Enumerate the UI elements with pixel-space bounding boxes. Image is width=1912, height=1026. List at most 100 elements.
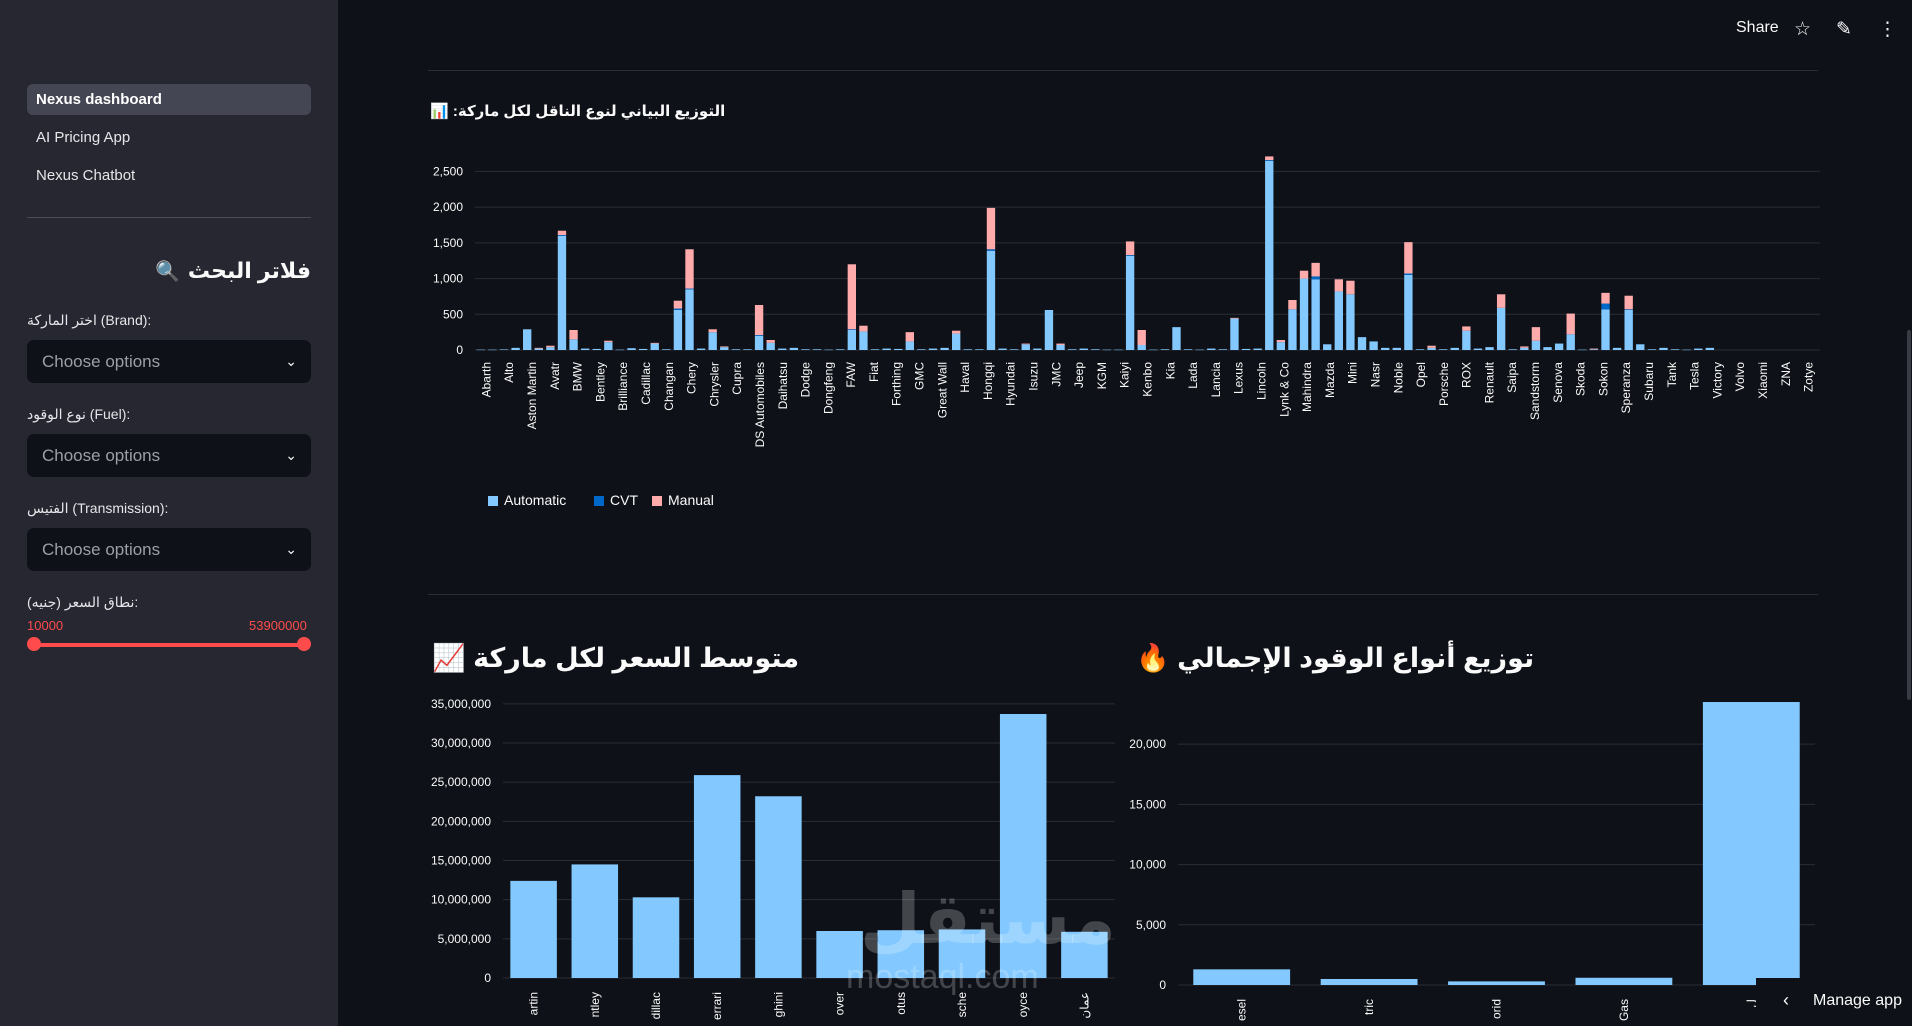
chevron-down-icon[interactable]: ⌄ <box>285 541 297 557</box>
main-scrollbar[interactable] <box>1907 330 1911 700</box>
bar-segment-manual <box>1137 330 1146 345</box>
bar-segment-automatic <box>1288 309 1297 350</box>
x-tick-label: over <box>833 992 847 1015</box>
bar-segment-automatic <box>1172 327 1181 350</box>
legend-label: Automatic <box>504 492 566 508</box>
bar-segment-automatic <box>1589 349 1599 350</box>
x-tick-label: DS Automobiles <box>753 362 767 447</box>
x-tick-label: Kia <box>1163 362 1177 380</box>
x-tick-label: Lancia <box>1209 362 1223 398</box>
bar-segment-automatic <box>1149 349 1158 351</box>
x-tick-label: sche <box>955 992 969 1018</box>
x-tick-label: Kaiyi <box>1118 362 1132 388</box>
y-tick-label: 10,000 <box>1129 858 1166 872</box>
bar <box>632 897 680 978</box>
x-tick-label: JMC <box>1049 362 1063 387</box>
bar-segment-automatic <box>1531 340 1541 350</box>
nav-item-ai-pricing-app[interactable]: AI Pricing App <box>36 129 131 146</box>
avg-price-bar-chart: 0 5,000,000 10,000,000 15,000,000 20,000,000… <box>431 697 1115 1020</box>
brand-multiselect[interactable]: Choose options ⌄ <box>27 340 311 383</box>
bar-segment-automatic <box>1659 347 1668 350</box>
x-tick-label: Gas <box>1617 999 1631 1021</box>
x-tick-label: KGM <box>1095 362 1109 389</box>
legend-label: CVT <box>610 492 638 508</box>
manage-app-bar[interactable] <box>1756 978 1912 1026</box>
bar-segment-automatic <box>1033 348 1042 350</box>
x-tick-label: Dongfeng <box>821 362 835 414</box>
filters-title-text: فلاتر البحث <box>187 258 311 283</box>
transmission-multiselect[interactable]: Choose options ⌄ <box>27 528 311 571</box>
nav-item-nexus-dashboard[interactable]: Nexus dashboard <box>27 84 311 115</box>
y-tick-label: 15,000,000 <box>431 854 491 868</box>
bar-segment-automatic <box>847 330 857 350</box>
nav-item-nexus-chatbot[interactable]: Nexus Chatbot <box>36 167 136 184</box>
more-menu-icon[interactable]: ⋮ <box>1878 19 1897 40</box>
transmission-placeholder: Choose options <box>42 540 161 559</box>
bar-segment-automatic <box>731 349 741 350</box>
edit-pencil-icon[interactable]: ✎ <box>1836 19 1852 40</box>
watermark-logo: مستقل <box>860 880 1117 958</box>
price-slider-track[interactable] <box>33 643 305 647</box>
bar-segment-automatic <box>1218 349 1228 350</box>
y-tick-label: 0 <box>456 343 463 357</box>
fuel-multiselect[interactable]: Choose options ⌄ <box>27 434 311 477</box>
x-tick-label: Dodge <box>799 362 813 398</box>
x-tick-label: Hongqi <box>981 362 995 400</box>
y-tick-label: 25,000,000 <box>431 775 491 789</box>
bar-segment-automatic <box>1636 344 1645 350</box>
chevron-down-icon[interactable]: ⌄ <box>285 447 297 463</box>
y-tick-label: 2,000 <box>433 200 463 214</box>
fuel-type-bar-chart: 0 5,000 10,000 15,000 20,000 esel tric orid Gas ل <box>1129 702 1815 1021</box>
bar-segment-automatic <box>766 342 775 350</box>
y-tick-label: 5,000 <box>1136 918 1166 932</box>
bar-segment-automatic <box>1323 344 1332 350</box>
bar <box>1448 981 1545 985</box>
bar <box>877 930 925 978</box>
manage-app-button[interactable]: Manage app <box>1813 992 1902 1009</box>
x-tick-label: Chrysler <box>707 362 721 407</box>
bar-segment-automatic <box>870 349 880 350</box>
bar-segment-automatic <box>1241 348 1251 350</box>
x-tick-label: ل <box>1744 999 1758 1008</box>
bar-segment-automatic <box>975 349 984 350</box>
price-min-value: 10000 <box>27 618 64 633</box>
x-tick-label: Porsche <box>1437 362 1451 406</box>
bar-segment-automatic <box>1462 330 1471 350</box>
bar-segment-manual <box>673 300 683 309</box>
price-max-value: 53900000 <box>249 618 307 633</box>
bar-segment-cvt <box>685 288 694 290</box>
bar-segment-automatic <box>1334 291 1343 350</box>
y-tick-label: 5,000,000 <box>438 932 492 946</box>
bar-segment-manual <box>720 346 729 348</box>
bar-segment-cvt <box>1404 273 1413 275</box>
bar-segment-manual <box>847 264 857 330</box>
bar-segment-manual <box>1496 294 1506 308</box>
star-icon[interactable]: ☆ <box>1794 19 1812 40</box>
bar <box>1702 702 1800 985</box>
x-tick-label: Nasr <box>1368 362 1382 387</box>
bar-segment-manual <box>1589 348 1599 350</box>
bar-segment-automatic <box>1160 349 1170 350</box>
bar-segment-automatic <box>778 348 787 350</box>
x-tick-label: Cupra <box>730 362 744 395</box>
bar-segment-cvt <box>1125 255 1135 256</box>
x-tick-label: Senova <box>1551 362 1565 403</box>
bar-segment-automatic <box>986 250 996 350</box>
bar-segment-manual <box>1288 300 1297 310</box>
x-tick-label: Tesla <box>1688 362 1702 390</box>
price-slider-max-handle[interactable] <box>297 637 311 651</box>
bar-segment-manual <box>1601 292 1610 304</box>
y-tick-label: 2,500 <box>433 164 463 178</box>
bar-segment-automatic <box>1195 349 1204 351</box>
bar-segment-automatic <box>1578 349 1587 351</box>
magnifier-icon: 🔍 <box>154 260 180 283</box>
bar-segment-automatic <box>1357 337 1367 350</box>
x-tick-label: otus <box>894 992 908 1015</box>
x-tick-label: artin <box>527 992 541 1015</box>
x-tick-label: Mazda <box>1323 362 1337 398</box>
chevron-left-icon[interactable]: ‹ <box>1783 990 1789 1010</box>
share-button[interactable]: Share <box>1736 19 1779 36</box>
chevron-down-icon[interactable]: ⌄ <box>285 353 297 369</box>
price-slider-min-handle[interactable] <box>27 637 41 651</box>
bar-segment-automatic <box>638 348 648 350</box>
